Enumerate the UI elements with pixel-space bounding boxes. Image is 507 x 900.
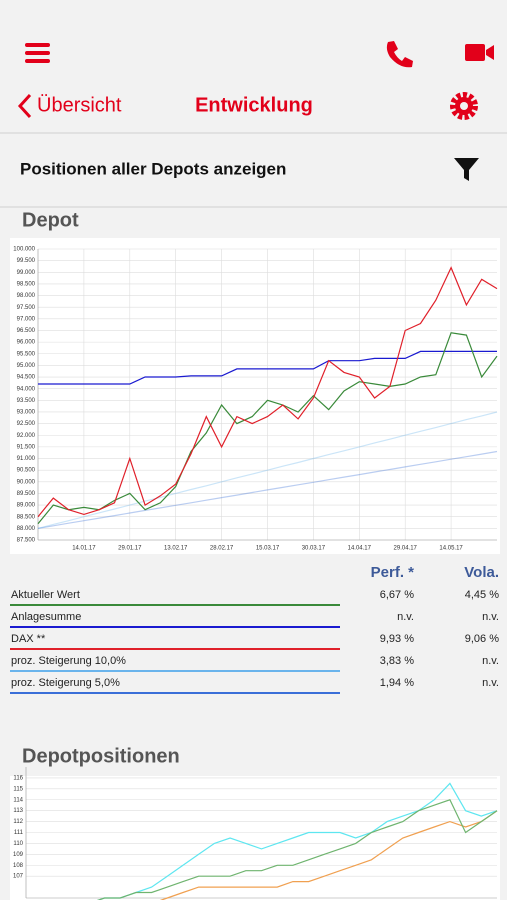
y-tick-label: 97.500	[17, 305, 36, 311]
y-tick-label: 97.000	[17, 316, 36, 322]
perf-value: 9,93 %	[380, 633, 414, 645]
y-tick-label: 89.500	[17, 491, 36, 497]
y-tick-label: 93.500	[17, 398, 36, 404]
series-line	[37, 266, 498, 518]
y-tick-label: 113	[13, 808, 23, 814]
y-tick-label: 88.500	[17, 514, 36, 520]
y-tick-label: 90.500	[17, 468, 36, 474]
legend-name: DAX **	[11, 633, 46, 645]
y-tick-label: 116	[13, 775, 23, 781]
y-tick-label: 96.500	[17, 328, 36, 334]
x-tick-label: 14.04.17	[348, 546, 372, 552]
chart-background	[10, 238, 500, 554]
x-tick-label: 13.02.17	[164, 546, 188, 552]
y-tick-label: 110	[13, 841, 23, 847]
vola-value: n.v.	[482, 655, 499, 667]
y-tick-label: 95.500	[17, 351, 36, 357]
y-tick-label: 98.000	[17, 293, 36, 299]
menu-icon[interactable]	[25, 43, 50, 63]
series-line	[37, 450, 498, 529]
y-tick-label: 109	[13, 852, 24, 858]
y-tick-label: 89.000	[17, 503, 36, 509]
y-tick-label: 98.500	[17, 281, 36, 287]
filter-label[interactable]: Positionen aller Depots anzeigen	[20, 159, 286, 178]
y-tick-label: 87.500	[17, 538, 36, 544]
column-header: Perf. *	[371, 564, 415, 581]
y-tick-label: 90.000	[17, 479, 36, 485]
x-tick-label: 14.05.17	[439, 546, 463, 552]
vola-value: n.v.	[482, 677, 499, 689]
y-tick-label: 111	[14, 830, 24, 836]
settings-icon[interactable]	[450, 92, 478, 120]
x-tick-label: 14.01.17	[72, 546, 96, 552]
y-tick-label: 108	[13, 863, 24, 869]
y-tick-label: 94.500	[17, 375, 36, 381]
x-tick-label: 29.01.17	[118, 546, 142, 552]
perf-value: n.v.	[397, 611, 414, 623]
back-link[interactable]: Übersicht	[37, 94, 122, 116]
vola-value: 4,45 %	[465, 589, 499, 601]
call-icon[interactable]	[386, 41, 413, 68]
perf-value: 3,83 %	[380, 655, 414, 667]
legend-name: Aktueller Wert	[11, 589, 80, 601]
legend-name: proz. Steigerung 5,0%	[11, 677, 120, 689]
y-tick-label: 93.000	[17, 410, 36, 416]
x-tick-label: 29.04.17	[394, 546, 418, 552]
y-tick-label: 115	[13, 786, 23, 792]
y-tick-label: 88.000	[17, 526, 36, 532]
y-tick-label: 99.500	[17, 258, 36, 264]
y-tick-label: 112	[13, 819, 23, 825]
legend-name: Anlagesumme	[11, 611, 81, 623]
column-header: Vola.	[464, 564, 499, 581]
back-icon[interactable]	[17, 93, 32, 119]
y-tick-label: 92.000	[17, 433, 36, 439]
series-line	[159, 810, 498, 900]
x-tick-label: 30.03.17	[302, 546, 326, 552]
perf-value: 1,94 %	[380, 677, 414, 689]
page-title: Entwicklung	[195, 94, 313, 116]
series-line	[37, 332, 498, 525]
y-tick-label: 100.000	[13, 247, 35, 253]
x-tick-label: 15.03.17	[256, 546, 280, 552]
y-tick-label: 96.000	[17, 340, 36, 346]
y-tick-label: 91.500	[17, 444, 36, 450]
series-line	[38, 350, 497, 385]
video-icon[interactable]	[465, 44, 494, 61]
chart-background	[10, 776, 500, 900]
y-tick-label: 99.000	[17, 270, 36, 276]
series-line	[37, 411, 498, 529]
series-line	[96, 799, 498, 900]
section-title: Depotpositionen	[22, 745, 180, 767]
legend-name: proz. Steigerung 10,0%	[11, 655, 126, 667]
y-tick-label: 91.000	[17, 456, 36, 462]
filter-icon[interactable]	[454, 158, 479, 181]
y-tick-label: 114	[13, 797, 23, 803]
vola-value: n.v.	[482, 611, 499, 623]
y-tick-label: 107	[13, 874, 24, 880]
vola-value: 9,06 %	[465, 633, 499, 645]
perf-value: 6,67 %	[380, 589, 414, 601]
x-tick-label: 28.02.17	[210, 546, 234, 552]
y-tick-label: 95.000	[17, 363, 36, 369]
y-tick-label: 94.000	[17, 386, 36, 392]
section-title: Depot	[22, 209, 79, 231]
y-tick-label: 92.500	[17, 421, 36, 427]
